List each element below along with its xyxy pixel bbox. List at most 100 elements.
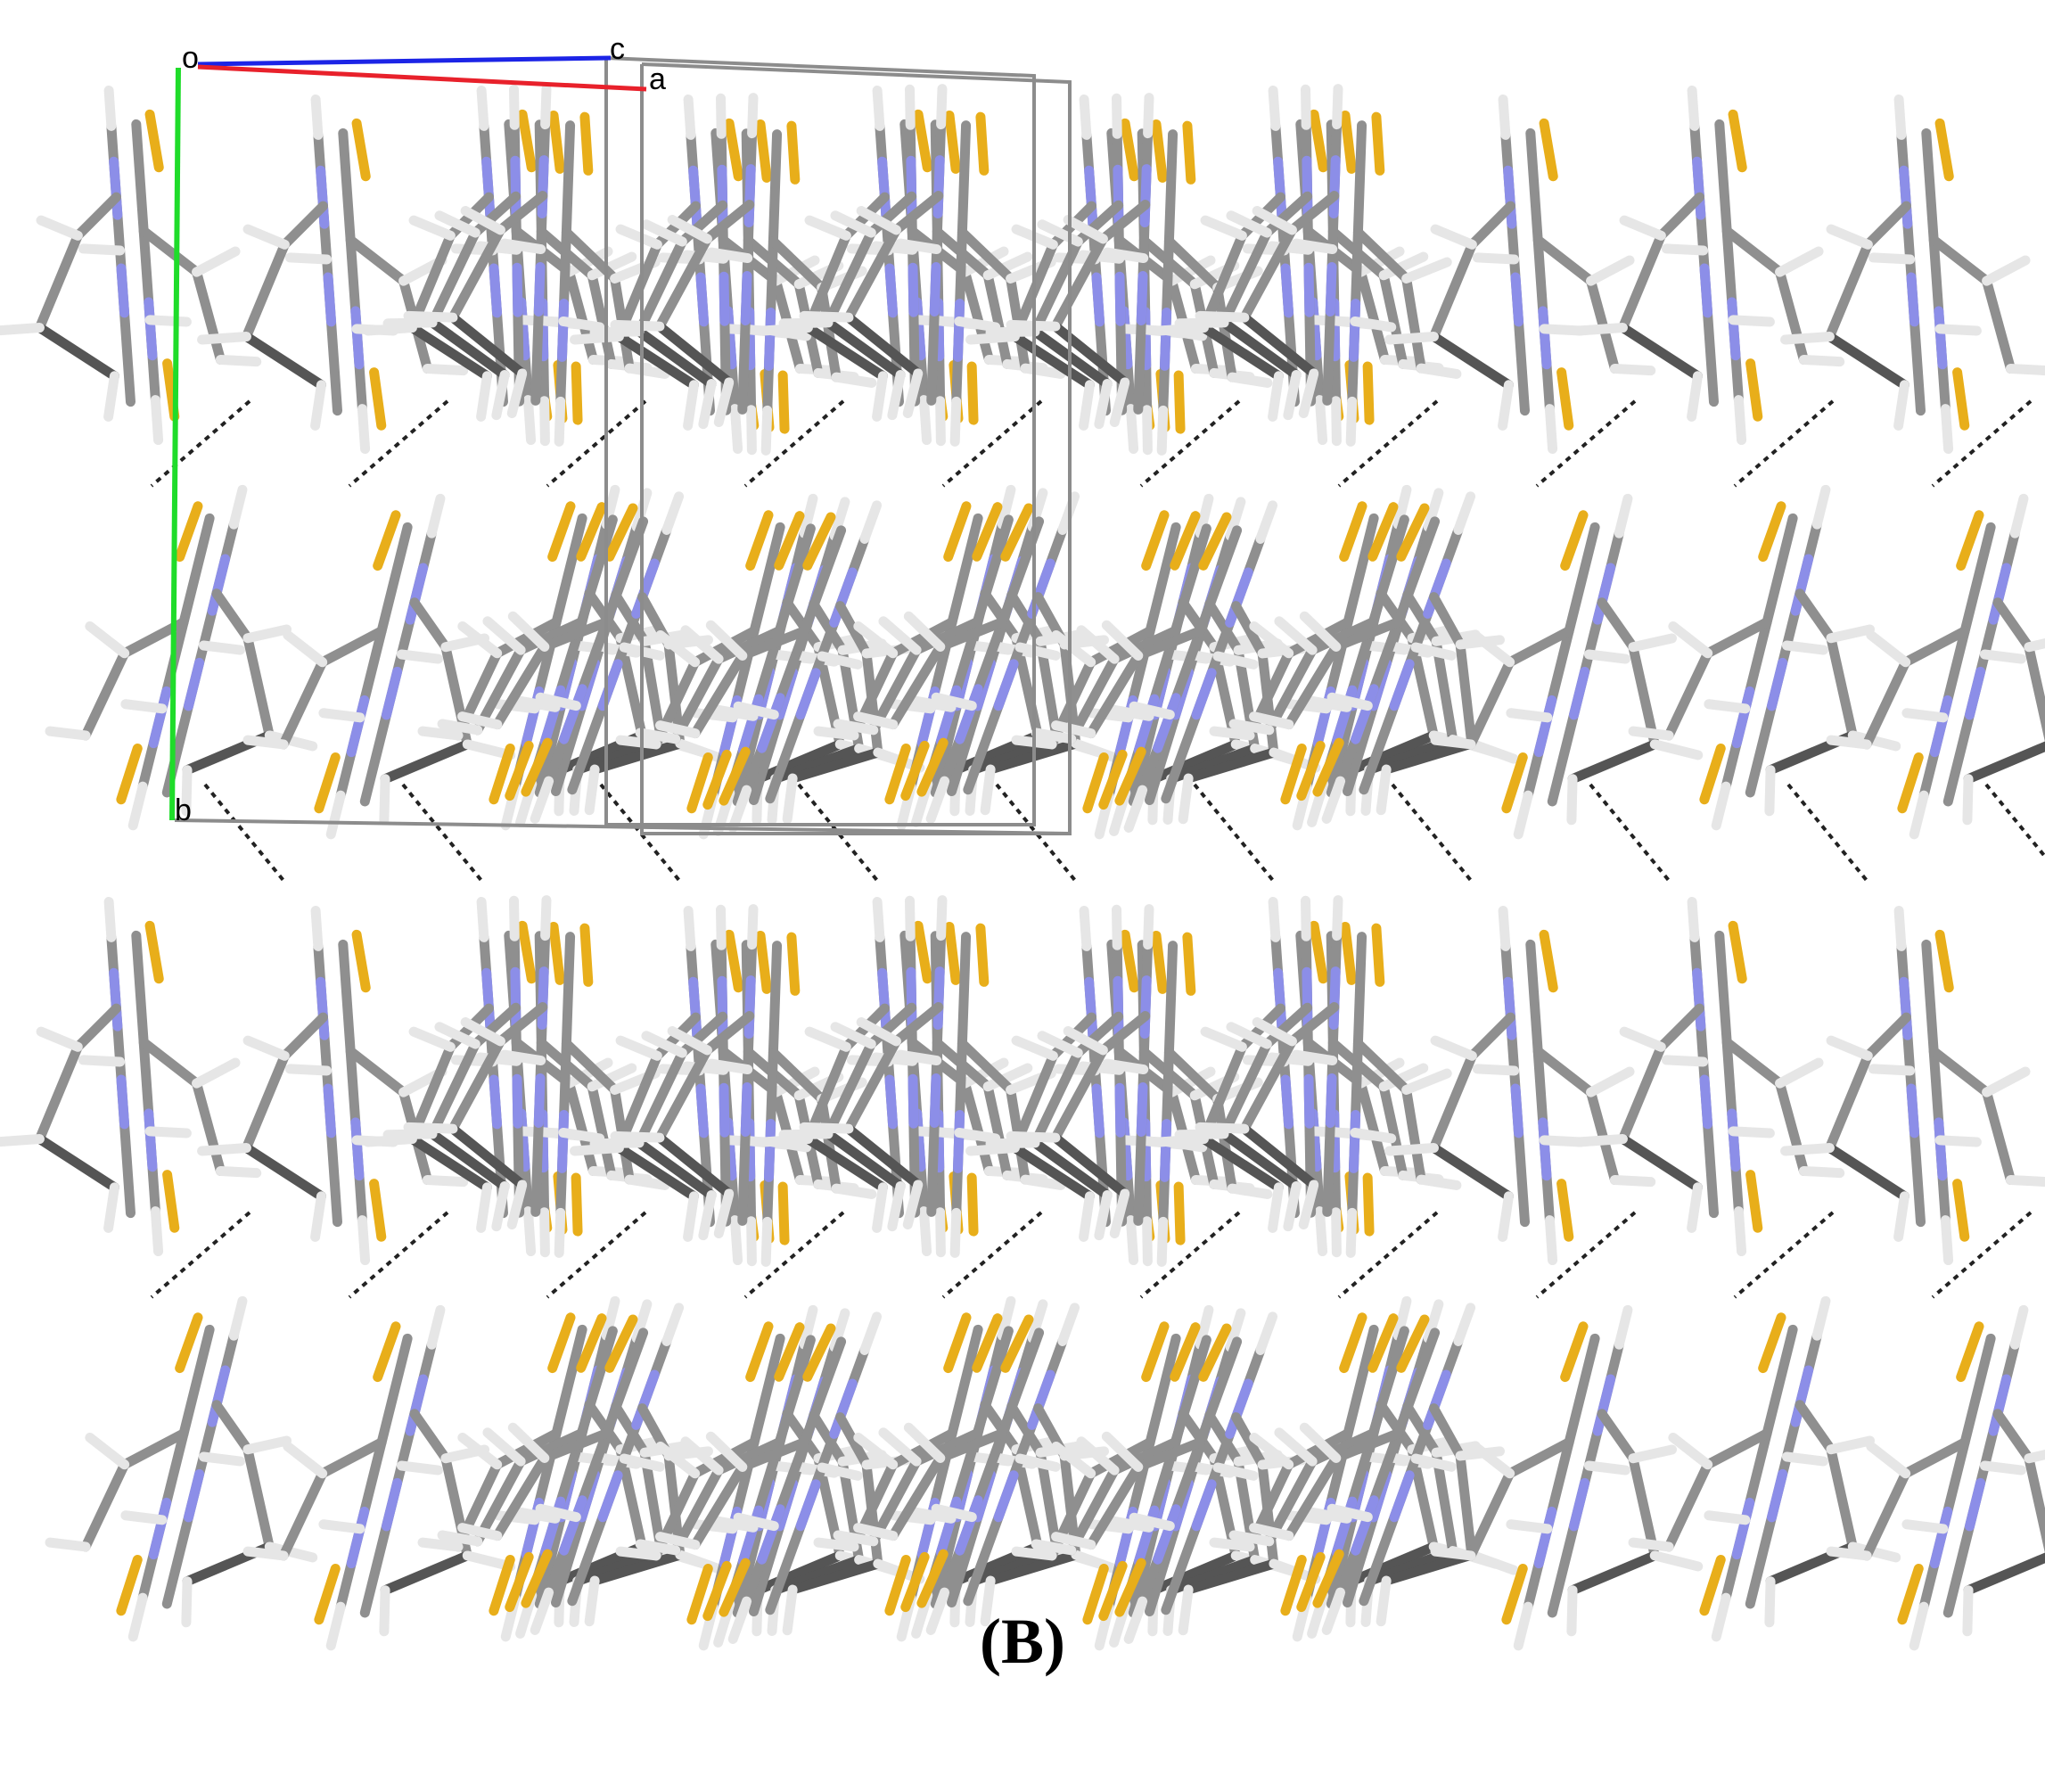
h-bond-stick — [2024, 633, 2045, 653]
h-bond-stick — [667, 1026, 712, 1056]
side-bond — [802, 323, 888, 382]
h-bond-stick — [1283, 370, 1302, 421]
h-bond-stick — [925, 1587, 950, 1635]
side-bond — [1532, 234, 1597, 286]
n-bond — [884, 1074, 899, 1130]
side-bond — [279, 1012, 328, 1061]
h-bond-stick — [1212, 1462, 1259, 1481]
side-bond — [835, 601, 872, 659]
h-bond-stick — [1125, 1215, 1139, 1266]
n-bond — [1533, 1506, 1557, 1569]
side-bond — [80, 1459, 130, 1552]
h-bond-stick — [506, 1180, 528, 1230]
side-bond — [1356, 267, 1390, 365]
h-bond-stick — [1350, 1127, 1397, 1144]
h-bond-stick — [1142, 405, 1153, 456]
h-bond-stick — [1209, 726, 1255, 741]
n-bond — [908, 1073, 919, 1129]
sulfur-bond — [1539, 118, 1558, 182]
h-bond-stick — [1326, 1503, 1373, 1523]
n-bond — [1351, 1495, 1379, 1556]
sulfur-bond — [1309, 920, 1328, 984]
h-bond-stick — [85, 621, 130, 659]
sulfur-bond — [604, 503, 638, 562]
sulfur-bond — [724, 929, 743, 993]
side-bond — [1183, 1558, 1279, 1595]
sulfur-bond — [1198, 512, 1232, 571]
side-bond — [1532, 1046, 1597, 1097]
side-bond — [1982, 1087, 2016, 1185]
sulfur-bond — [755, 931, 772, 994]
side-bond — [713, 1437, 784, 1476]
h-bond-stick — [1227, 372, 1273, 388]
n-bond — [1389, 659, 1415, 711]
n-bond — [1964, 1477, 1986, 1532]
h-bond-stick — [1453, 491, 1476, 535]
h-bond-stick — [1020, 1174, 1066, 1190]
h-bond-stick — [853, 1523, 899, 1541]
h-bond-stick — [476, 1182, 492, 1233]
h-bond-stick — [530, 1587, 554, 1635]
side-bond — [702, 1011, 755, 1056]
h-bond-stick — [1401, 1068, 1452, 1095]
side-bond — [539, 617, 612, 652]
h-bond-stick — [197, 332, 251, 345]
h-bond-stick — [931, 1503, 977, 1523]
side-bond — [1219, 1129, 1302, 1192]
h-bond-stick — [462, 739, 516, 760]
side-bond — [34, 1041, 83, 1145]
h-bond-stick — [1109, 1188, 1130, 1239]
side-bond — [888, 1428, 957, 1470]
h-bond-stick — [1847, 730, 1901, 752]
h-bond-stick — [799, 493, 818, 538]
n-bond — [993, 659, 1019, 711]
n-bond — [1280, 1074, 1294, 1130]
side-bond — [1331, 1428, 1404, 1463]
h-bond-stick — [1909, 1601, 1929, 1651]
n-bond — [557, 298, 570, 362]
side-bond — [1378, 1081, 1409, 1180]
side-bond — [564, 1078, 598, 1176]
sulfur-bond — [489, 1554, 515, 1616]
n-bond — [512, 1073, 523, 1129]
side-bond — [1861, 657, 1911, 750]
h-bond-stick — [1472, 1064, 1520, 1076]
molecule — [610, 904, 877, 1267]
n-bond — [953, 1109, 965, 1173]
side-bond — [448, 1036, 505, 1134]
side-bond — [1721, 1037, 1786, 1089]
side-bond — [1109, 1437, 1180, 1476]
n-bond — [1727, 297, 1741, 361]
sulfur-bond — [975, 111, 990, 176]
n-bond — [1899, 165, 1913, 229]
sulfur-bond — [966, 1172, 979, 1237]
sulfur-bond — [943, 501, 972, 563]
side-bond — [1505, 626, 1574, 668]
side-bond — [1148, 739, 1241, 785]
molecule — [1195, 895, 1462, 1258]
h-bond-stick — [1255, 500, 1278, 544]
h-bond-stick — [1143, 93, 1154, 139]
h-bond-stick — [1345, 396, 1358, 447]
side-bond — [1284, 1452, 1342, 1541]
side-bond — [1284, 641, 1342, 730]
h-bond-stick — [1125, 404, 1139, 455]
h-bond-stick — [1868, 252, 1916, 265]
sulfur-bond — [369, 367, 387, 431]
sulfur-bond — [1956, 1321, 1984, 1383]
h-bond-stick — [830, 210, 876, 238]
side-bond — [1655, 1003, 1704, 1052]
h-bond-stick — [1728, 315, 1775, 327]
molecule — [1628, 1295, 1901, 1642]
sulfur-bond — [571, 361, 583, 425]
h-bond-stick — [1962, 1585, 1974, 1637]
sulfur-bond — [369, 1179, 387, 1242]
h-bond-stick — [1979, 1460, 2026, 1476]
side-bond — [802, 1134, 888, 1193]
sulfur-bond — [1556, 367, 1574, 431]
h-bond-stick — [1076, 625, 1120, 664]
h-bond-stick — [363, 323, 417, 336]
h-bond-stick — [655, 1441, 701, 1479]
h-bond-stick — [655, 629, 701, 668]
molecule — [197, 94, 469, 455]
